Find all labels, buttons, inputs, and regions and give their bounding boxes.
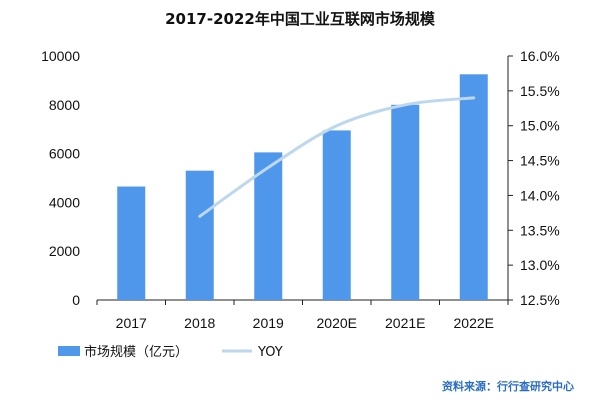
legend-bar-swatch <box>58 346 80 356</box>
bar <box>322 130 351 300</box>
right-tick-label: 12.5% <box>520 292 560 308</box>
left-tick-label: 0 <box>72 292 80 308</box>
left-tick-label: 4000 <box>49 194 80 210</box>
right-axis: 12.5% 13.0% 13.5% 14.0% 14.5% 15.0% 15.5% 16.0% <box>508 48 560 308</box>
bar <box>254 152 283 300</box>
right-tick-label: 15.0% <box>520 118 560 134</box>
bar <box>185 170 214 300</box>
legend-line-label: YOY <box>257 345 283 360</box>
left-axis: 0 2000 4000 6000 8000 10000 <box>41 48 80 308</box>
chart-title: 2017-2022年中国工业互联网市场规模 <box>165 10 436 28</box>
bar <box>459 74 488 300</box>
x-tick-label: 2022E <box>454 315 494 331</box>
left-tick-label: 10000 <box>41 48 80 64</box>
x-tick-label: 2021E <box>385 315 425 331</box>
x-axis: 2017 2018 2019 2020E 2021E 2022E <box>96 300 509 331</box>
left-tick-label: 8000 <box>49 97 80 113</box>
left-tick-label: 6000 <box>49 146 80 162</box>
legend-bar-label: 市场规模（亿元） <box>84 344 188 360</box>
x-tick-label: 2020E <box>317 315 357 331</box>
right-tick-label: 14.5% <box>520 153 560 169</box>
right-tick-label: 14.0% <box>520 187 560 203</box>
x-tick-label: 2017 <box>116 315 147 331</box>
right-tick-label: 13.5% <box>520 222 560 238</box>
axis-lines <box>97 56 509 301</box>
yoy-line <box>198 96 476 218</box>
right-tick-label: 13.0% <box>520 257 560 273</box>
bar <box>391 104 420 300</box>
yoy-series <box>198 96 476 218</box>
right-tick-label: 15.5% <box>520 83 560 99</box>
x-tick-label: 2018 <box>184 315 215 331</box>
x-tick-label: 2019 <box>253 315 284 331</box>
legend: 市场规模（亿元） YOY <box>58 344 283 360</box>
right-tick-label: 16.0% <box>520 48 560 64</box>
bar <box>117 186 146 300</box>
source-note: 资料来源：行行查研究中心 <box>442 379 574 393</box>
bar-series <box>117 74 488 300</box>
left-tick-label: 2000 <box>49 243 80 259</box>
